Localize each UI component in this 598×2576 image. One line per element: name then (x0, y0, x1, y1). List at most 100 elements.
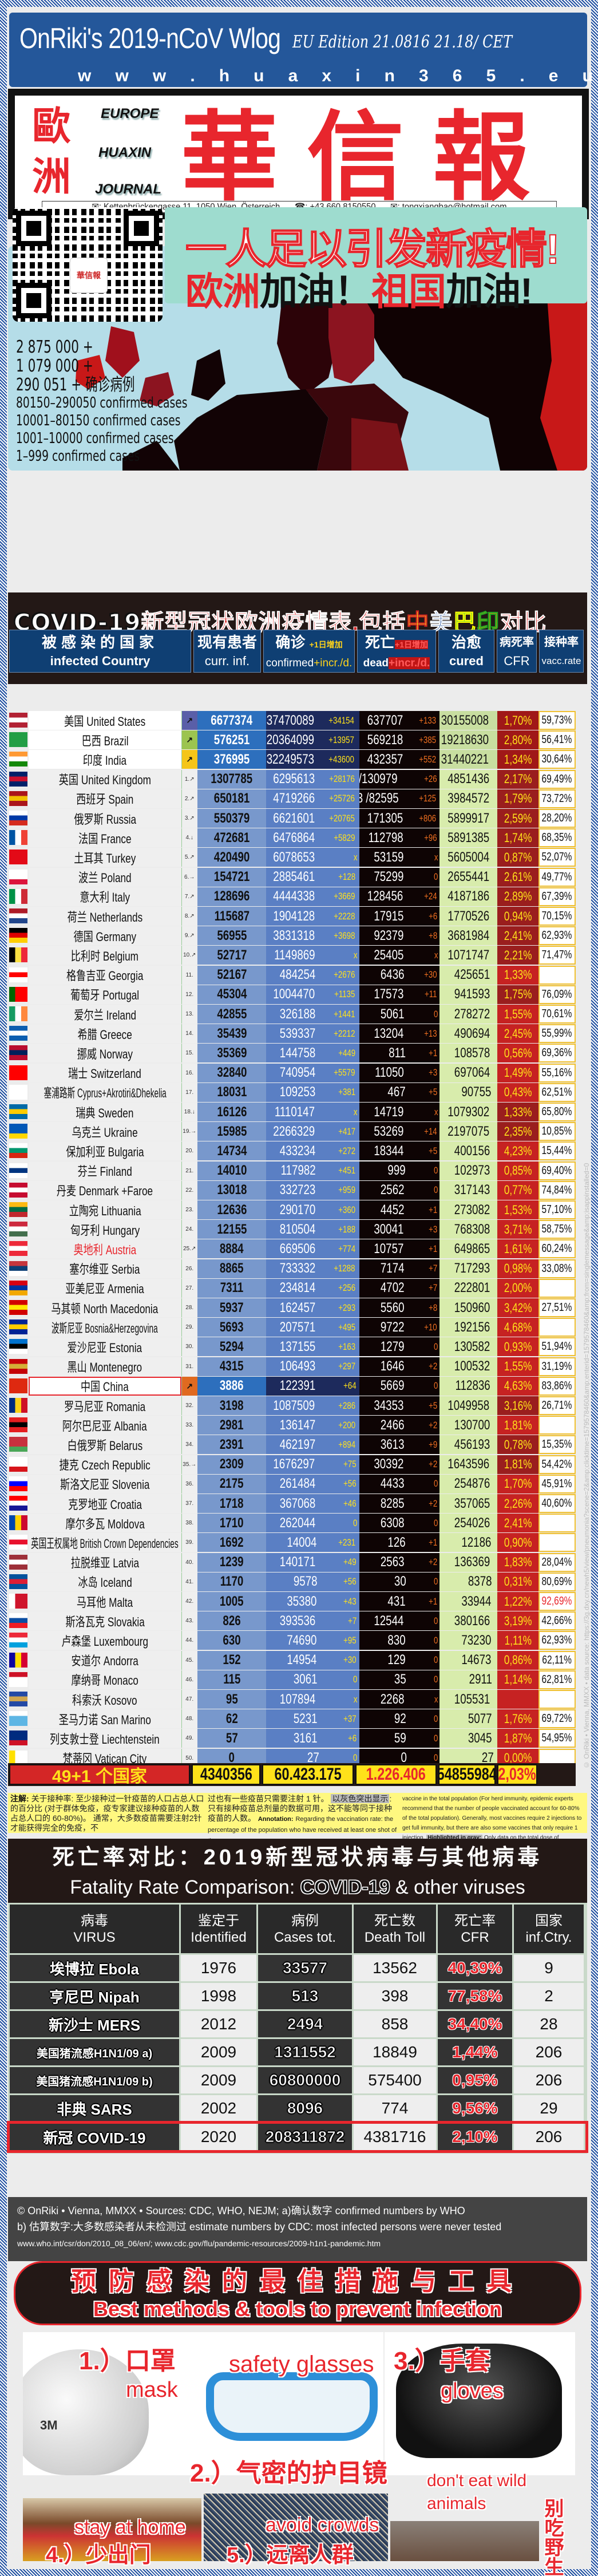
table-row[interactable]: 葡萄牙 Portugal 12. 45304 1004470 +1135 17573 +11… (8, 985, 576, 1004)
fatality-title-cn: 死亡率对比：2019新型冠状病毒与其他病毒 (8, 1839, 587, 1878)
confirmed-increase: +959 (323, 1180, 359, 1200)
vaccination-rate: 42,66% (538, 1611, 576, 1631)
fatality-row[interactable]: 亨尼巴 Nipah 1998 513 398 77,58% 2 (10, 1983, 585, 2009)
fatality-row[interactable]: 非典 SARS 2002 8096 774 9,56% 29 (10, 2095, 585, 2121)
current-infected: 152 (197, 1650, 267, 1670)
table-row[interactable]: 科索沃 Kosovo 47. 95 107894 x 2268 x 105531 (8, 1690, 576, 1709)
table-row[interactable]: 摩纳哥 Monaco 46. 115 3061 0 35 0 2911 1,14% 62,81% (8, 1670, 576, 1689)
current-infected: 576251 (197, 730, 267, 750)
table-row[interactable]: 法国 France 4.↓ 472681 6476864 +5829 112798 +96 5… (8, 828, 576, 848)
fatality-row[interactable]: 美国猪流感H1N1/09 b) 2009 60800000 575400 0,95% 20… (10, 2067, 585, 2093)
rank-trend: 21. (181, 1161, 197, 1180)
cured-total: 649865 (439, 1239, 498, 1259)
table-row[interactable]: 匈牙利 Hungary 24. 12155 810504 +188 30041 +3 7683… (8, 1220, 576, 1239)
table-row[interactable]: 德国 Germany 9.↗ 56955 3831318 +3698 92379 +8 368… (8, 926, 576, 946)
table-row[interactable]: 英国 United Kingdom 1.↗ 1307785 6295613 +28176… (8, 769, 576, 789)
table-row[interactable]: 土耳其 Turkey 5.↗ 420490 6078653 x 53159 x 5605004… (8, 848, 576, 867)
prevention-banner: 预防感染的最佳措施与工具 Best methods & tools to pre… (14, 2261, 581, 2325)
table-row[interactable]: 挪威 Norway 15. 35369 144758 +449 811 +1 108578 0,… (8, 1044, 576, 1063)
death-toll: 18849 (354, 2039, 436, 2065)
table-row[interactable]: 美国 United States ↗ 6677374 37470089 +34154 63… (8, 711, 576, 730)
table-row[interactable]: 圣马力诺 San Marino 48. 62 5231 +37 92 0 5077 1,76% 6… (8, 1709, 576, 1729)
table-row[interactable]: 爱沙尼亚 Estonia 30. 5294 137155 +163 1279 0 130582… (8, 1337, 576, 1357)
table-row[interactable]: 阿尔巴尼亚 Albania 33. 2981 136147 +200 2466 +2 1307… (8, 1416, 576, 1435)
table-row[interactable]: 瑞士 Switzerland 16. 32840 740954 +5579 11050 +3… (8, 1063, 576, 1082)
table-row[interactable]: 罗马尼亚 Romania 32. 3198 1087509 +286 34353 +5 104… (8, 1396, 576, 1415)
fatality-row[interactable]: 新冠 COVID-19 2020 208311872 4381716 2,10% 206 (7, 2121, 588, 2153)
cured-total: 73230 (439, 1631, 498, 1650)
confirmed-total: 484254 (266, 965, 323, 985)
table-row[interactable]: 斯洛文尼亚 Slovenia 36. 2175 261484 +56 4433 0 25487… (8, 1474, 576, 1494)
table-row[interactable]: 黑山 Montenegro 31. 4315 106493 +297 1646 +2 1005… (8, 1357, 576, 1376)
table-row[interactable]: 塞尔维亚 Serbia 26. 8865 733332 +1288 7174 +7 71729… (8, 1259, 576, 1278)
totals-row: 49+1 个国家 4340356 60.423.175 1.226.406 54… (8, 1763, 576, 1786)
death-total: 637707 (359, 711, 414, 730)
table-row[interactable]: 塞浦路斯 Cyprus+Akrotiri&Dhekelia 17. 18031 109… (8, 1082, 576, 1102)
death-increase: 0 (413, 867, 440, 887)
death-total: 17915 (359, 907, 414, 926)
fatality-row[interactable]: 美国猪流感H1N1/09 a) 2009 1311552 18849 1,44% 206 (10, 2039, 585, 2065)
cfr-value: 1,75% (497, 985, 538, 1004)
table-row[interactable]: 意大利 Italy 7.↗ 128696 4444338 +3669 128456 +24 4… (8, 887, 576, 906)
confirmed-increase: +163 (323, 1337, 359, 1357)
total-cases: 208311872 (258, 2124, 352, 2150)
table-row[interactable]: 芬兰 Finland 21. 14010 117982 +451 999 0 102973 0,… (8, 1161, 576, 1180)
table-row[interactable]: 希腊 Greece 14. 35439 539337 +2212 13204 +13 4906… (8, 1024, 576, 1044)
table-row[interactable]: 比利时 Belgium 10.↗ 52717 1149869 x 25405 x 107174… (8, 946, 576, 965)
table-row[interactable]: 中国 China ↗ 3886 122391 +64 5669 0 112836 4,63% 83… (8, 1376, 576, 1396)
table-row[interactable]: 列支敦士登 Liechtenstein 49. 57 3161 +6 59 0 3045 1,8… (8, 1729, 576, 1748)
table-row[interactable]: 克罗地亚 Croatia 37. 1718 367068 +46 8285 +2 357065… (8, 1494, 576, 1513)
fatality-row[interactable]: 新沙士 MERS 2012 2494 858 34,40% 28 (10, 2011, 585, 2037)
table-row[interactable]: 冰岛 Iceland 41. 1170 9578 +56 30 0 8378 0,31% 80,6… (8, 1572, 576, 1591)
death-increase: +1 (413, 1592, 440, 1611)
site-url[interactable]: w w w. h u a x i n 3 6 5. e u (78, 69, 593, 87)
table-row[interactable]: 乌克兰 Ukraine 19.→ 15985 2266329 +417 53269 +14 2… (8, 1122, 576, 1141)
rank-trend: 10.↗ (181, 946, 197, 965)
totals-label: 49+1 个国家 (9, 1764, 190, 1786)
table-row[interactable]: 捷克 Czech Republic 35.→ 2309 1676297 +75 30392… (8, 1455, 576, 1474)
table-row[interactable]: 白俄罗斯 Belarus 34. 2391 462197 +894 3613 +9 45619… (8, 1435, 576, 1455)
vaccination-rate: 31,19% (538, 1357, 576, 1376)
country-name: 克罗地亚 Croatia (28, 1494, 181, 1513)
table-row[interactable]: 英国王权属地 British Crown Dependencies 39. 1692… (8, 1533, 576, 1552)
confirmed-total: 1904128 (266, 907, 323, 926)
table-row[interactable]: 奥地利 Austria 25.↗ 8884 669506 +774 10757 +1 6498… (8, 1239, 576, 1259)
table-row[interactable]: 马耳他 Malta 42. 1005 35380 +43 431 +1 33944 1,22% 9… (8, 1592, 576, 1611)
flag-icon (8, 1475, 29, 1494)
fatality-row[interactable]: 埃博拉 Ebola 1976 33577 13562 40,39% 9 (10, 1955, 585, 1981)
table-row[interactable]: 瑞典 Sweden 18.↓ 16126 1110147 x 14719 x 1079302 1… (8, 1103, 576, 1121)
table-row[interactable]: 马其顿 North Macedonia 28. 5937 162457 +293 5560… (8, 1298, 576, 1317)
rank-trend: 18.↓ (181, 1103, 197, 1121)
country-name: 阿尔巴尼亚 Albania (28, 1416, 181, 1435)
flag-icon (8, 789, 29, 808)
cfr-value: 3,42% (497, 1298, 538, 1317)
table-row[interactable]: 卢森堡 Luxembourg 44. 630 74690 +95 830 0 73230 1,1… (8, 1631, 576, 1650)
country-name: 塞尔维亚 Serbia (28, 1259, 181, 1278)
table-row[interactable]: 印度 India ↗ 376995 32249573 +43600 432357 +552 3… (8, 750, 576, 769)
table-row[interactable]: 荷兰 Netherlands 8.↗ 115687 1904128 +2228 17915… (8, 907, 576, 926)
fatality-col-header: 病例 Cases tot. (258, 1905, 352, 1953)
death-total: 5560 (359, 1298, 414, 1317)
table-row[interactable]: 拉脱维亚 Latvia 40. 1239 140171 +49 2563 +2 136369 1… (8, 1552, 576, 1572)
table-row[interactable]: 斯洛瓦克 Slovakia 43. 826 393536 +7 12544 0 380166 3… (8, 1611, 576, 1631)
url-char: u (254, 69, 264, 85)
confirmed-increase: +25726 (323, 789, 359, 808)
table-row[interactable]: 立陶宛 Lithuania 23. 12636 290170 +360 4452 +1 273… (8, 1200, 576, 1219)
table-row[interactable]: 丹麦 Denmark +Faroe 22. 13018 332723 +959 2562 0… (8, 1180, 576, 1200)
death-increase: +96 (413, 828, 440, 848)
table-row[interactable]: 波兰 Poland 6.→ 154721 2885461 +128 75299 0 26554… (8, 867, 576, 887)
table-row[interactable]: 保加利亚 Bulgaria 20. 14734 433234 +272 18344 +5 40… (8, 1141, 576, 1161)
table-row[interactable]: 安道尔 Andorra 45. 152 14954 +30 129 0 14673 0,86% 6… (8, 1650, 576, 1670)
table-row[interactable]: 波斯尼亚 Bosnia&Herzegovina 29. 5693 207571 +495… (8, 1318, 576, 1337)
table-row[interactable]: 亚美尼亚 Armenia 27. 7311 234814 +256 4702 +7 22280… (8, 1278, 576, 1298)
qr-code[interactable]: 華信報 (13, 207, 163, 322)
label-mask-en: mask (126, 2378, 178, 2402)
col-header-current: 现有患者 curr. inf. (193, 630, 261, 673)
country-name: 德国 Germany (28, 926, 181, 946)
table-row[interactable]: 格鲁吉亚 Georgia 11. 52167 484254 +2676 6436 +30 42… (8, 965, 576, 985)
table-row[interactable]: 巴西 Brazil ↗ 576251 20364099 +13957 569218 +385… (8, 730, 576, 750)
table-row[interactable]: 摩尔多瓦 Moldova 38. 1710 262044 0 6308 0 254026 2,4… (8, 1514, 576, 1533)
table-row[interactable]: 爱尔兰 Ireland 13. 42855 326188 +1441 5061 0 27827… (8, 1005, 576, 1024)
table-row[interactable]: 俄罗斯 Russia 3.↗ 550379 6621601 +20765 171305 +8… (8, 809, 576, 828)
